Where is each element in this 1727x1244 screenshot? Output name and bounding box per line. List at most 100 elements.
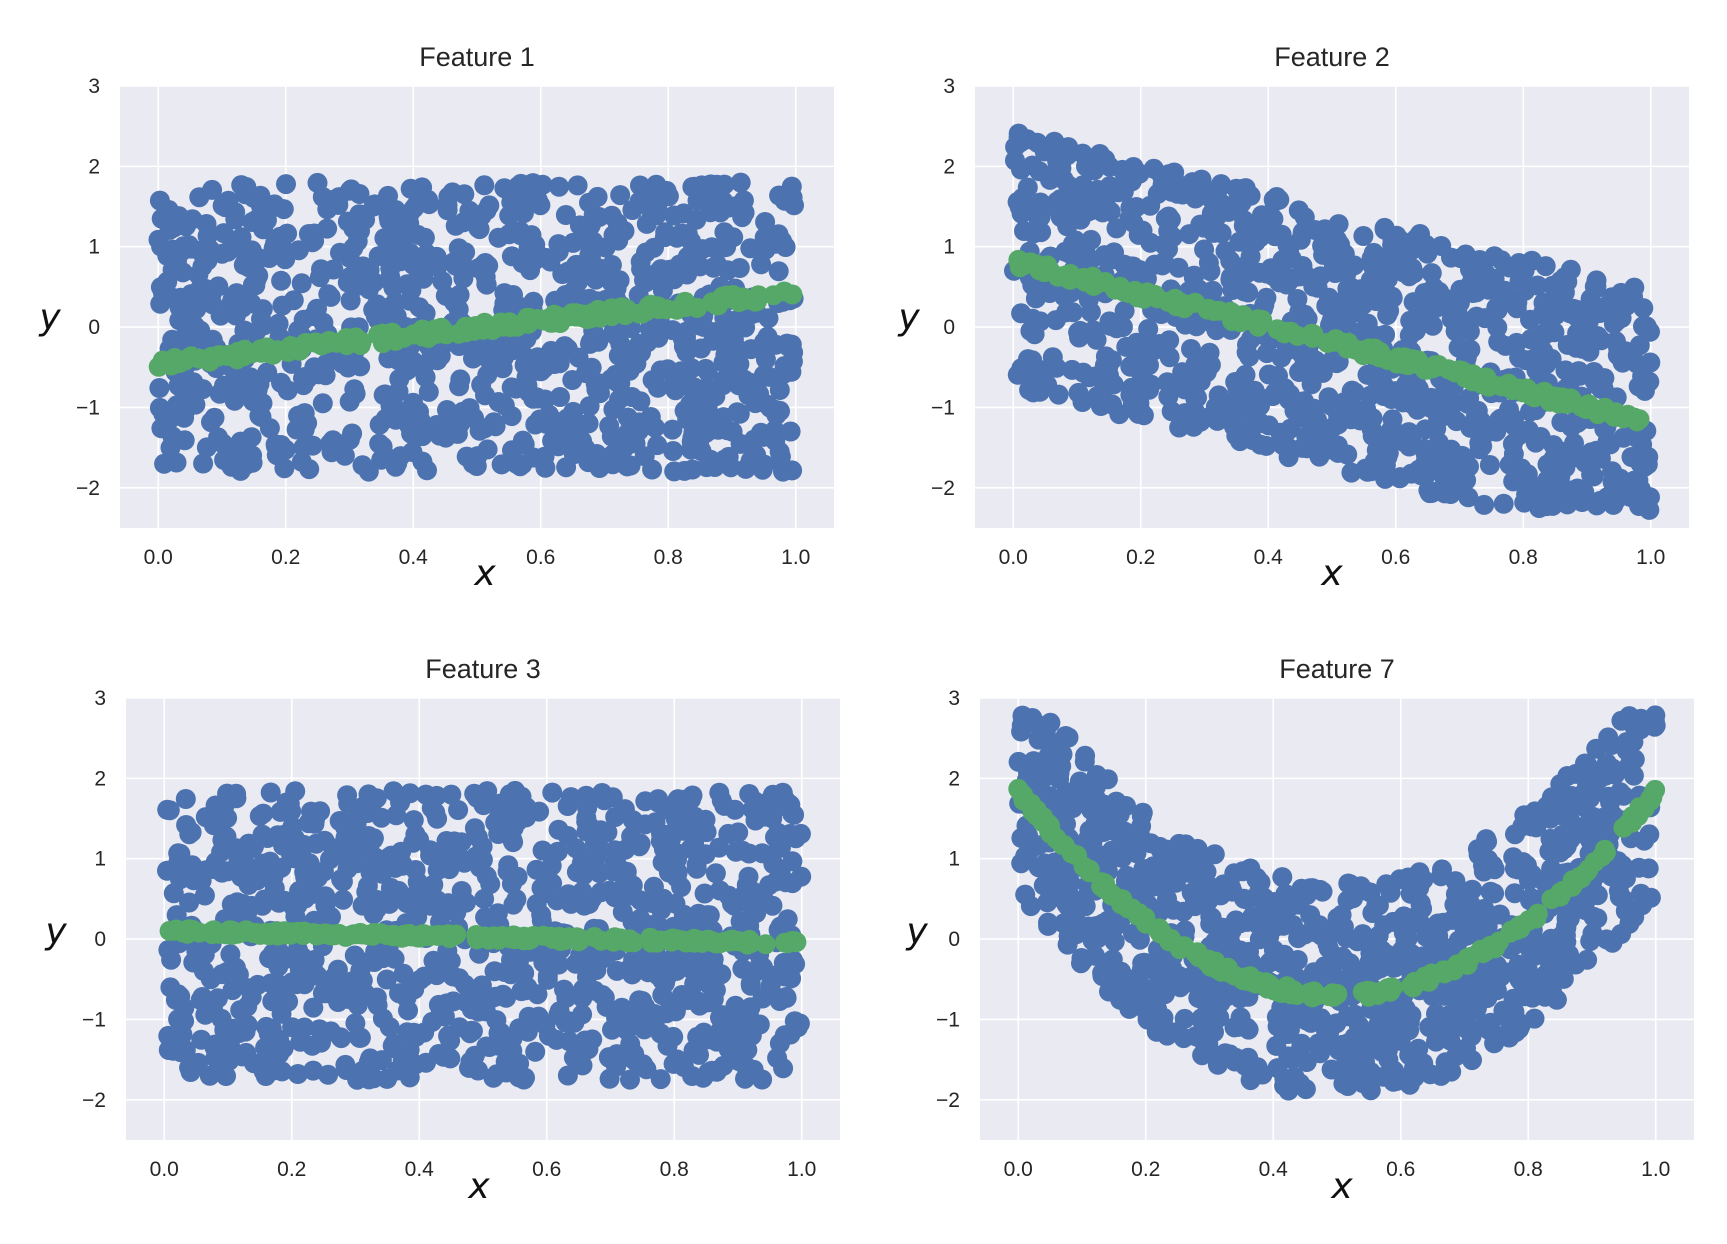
fit-point bbox=[1470, 941, 1491, 962]
scatter-point bbox=[474, 175, 495, 196]
scatter-point bbox=[462, 1021, 483, 1041]
scatter-point bbox=[193, 453, 214, 474]
fit-point bbox=[1507, 919, 1528, 940]
x-tick-label: 0.8 bbox=[1514, 1158, 1543, 1181]
scatter-point bbox=[1328, 442, 1348, 463]
scatter-point bbox=[1334, 244, 1355, 264]
x-tick-label: 0.6 bbox=[1381, 546, 1410, 569]
scatter-point bbox=[1034, 141, 1055, 162]
scatter-point bbox=[548, 234, 569, 255]
scatter-point bbox=[1071, 948, 1092, 968]
scatter-point bbox=[182, 855, 203, 876]
fit-point bbox=[295, 333, 316, 353]
x-tick-label: 0.6 bbox=[532, 1158, 561, 1181]
scatter-point bbox=[1543, 943, 1564, 964]
fit-point bbox=[1105, 279, 1125, 300]
fit-point bbox=[1283, 980, 1304, 1001]
scatter-point bbox=[418, 381, 439, 402]
scatter-point bbox=[1466, 973, 1487, 994]
scatter-point bbox=[314, 830, 335, 851]
scatter-point bbox=[774, 966, 795, 987]
scatter-point bbox=[1024, 324, 1045, 345]
scatter-point bbox=[1343, 1059, 1363, 1080]
scatter-point bbox=[555, 285, 576, 305]
scatter-point bbox=[1615, 341, 1636, 362]
scatter-point bbox=[506, 453, 527, 474]
scatter-point bbox=[271, 270, 292, 291]
scatter-point bbox=[1381, 243, 1402, 263]
scatter-point bbox=[734, 311, 755, 332]
scatter-point bbox=[734, 1055, 755, 1076]
scatter-point bbox=[1360, 1037, 1381, 1058]
scatter-point bbox=[642, 459, 663, 480]
scatter-point bbox=[467, 446, 488, 467]
y-axis-label: y bbox=[905, 911, 928, 952]
fit-point bbox=[1433, 960, 1454, 981]
scatter-point bbox=[407, 872, 428, 892]
scatter-point bbox=[563, 885, 584, 906]
scatter-point bbox=[328, 194, 349, 215]
scatter-point bbox=[526, 894, 547, 915]
scatter-point bbox=[1250, 413, 1271, 434]
scatter-point bbox=[336, 1060, 357, 1080]
scatter-point bbox=[576, 821, 597, 842]
scatter-point bbox=[1410, 873, 1431, 894]
scatter-point bbox=[518, 364, 539, 385]
scatter-point bbox=[345, 383, 366, 404]
scatter-point bbox=[268, 438, 289, 459]
scatter-point bbox=[1132, 220, 1153, 241]
scatter-point bbox=[1403, 292, 1424, 313]
scatter-point bbox=[1587, 885, 1608, 906]
fit-point bbox=[1354, 342, 1375, 363]
scatter-point bbox=[1401, 240, 1421, 261]
scatter-point bbox=[1123, 356, 1144, 377]
scatter-point bbox=[594, 790, 615, 811]
scatter-point bbox=[1429, 281, 1450, 302]
scatter-point bbox=[193, 961, 214, 981]
scatter-point bbox=[293, 834, 314, 855]
fit-point bbox=[236, 920, 257, 941]
fit-point bbox=[1206, 958, 1227, 979]
scatter-point bbox=[475, 338, 496, 359]
scatter-point bbox=[1611, 924, 1632, 944]
scatter-point bbox=[1435, 1052, 1456, 1073]
scatter-point bbox=[1011, 358, 1032, 379]
scatter-point bbox=[1023, 751, 1044, 772]
fit-point bbox=[507, 316, 527, 337]
scatter-point bbox=[1279, 240, 1300, 261]
scatter-point bbox=[244, 836, 264, 857]
scatter-point bbox=[1567, 323, 1588, 344]
fit-point bbox=[581, 303, 602, 324]
scatter-point bbox=[1551, 412, 1572, 433]
scatter-point bbox=[1353, 226, 1374, 246]
scatter-point bbox=[630, 391, 651, 412]
scatter-point bbox=[307, 172, 328, 193]
scatter-point bbox=[440, 1048, 461, 1069]
fit-point bbox=[1147, 288, 1168, 309]
scatter-point bbox=[1495, 335, 1516, 356]
scatter-point bbox=[713, 352, 734, 373]
scatter-point bbox=[154, 453, 175, 474]
scatter-point bbox=[706, 1061, 727, 1082]
scatter-point bbox=[1030, 206, 1051, 227]
fit-point bbox=[1571, 868, 1592, 889]
scatter-point bbox=[1295, 1079, 1316, 1100]
scatter-point bbox=[665, 380, 686, 401]
scatter-point bbox=[557, 826, 578, 846]
scatter-point bbox=[420, 895, 441, 916]
scatter-point bbox=[1280, 438, 1300, 459]
y-tick-label: 0 bbox=[948, 928, 960, 951]
scatter-point bbox=[730, 911, 751, 932]
fit-point bbox=[175, 350, 196, 371]
fit-point bbox=[1150, 923, 1171, 944]
scatter-point bbox=[1426, 1003, 1446, 1024]
scatter-point bbox=[1547, 474, 1568, 495]
scatter-point bbox=[1362, 425, 1383, 446]
scatter-point bbox=[1245, 231, 1266, 252]
scatter-point bbox=[1072, 789, 1093, 810]
scatter-point bbox=[358, 461, 379, 482]
scatter-point bbox=[1377, 1040, 1398, 1061]
scatter-point bbox=[1332, 291, 1353, 312]
scatter-point bbox=[1271, 347, 1292, 368]
scatter-point bbox=[494, 395, 515, 416]
